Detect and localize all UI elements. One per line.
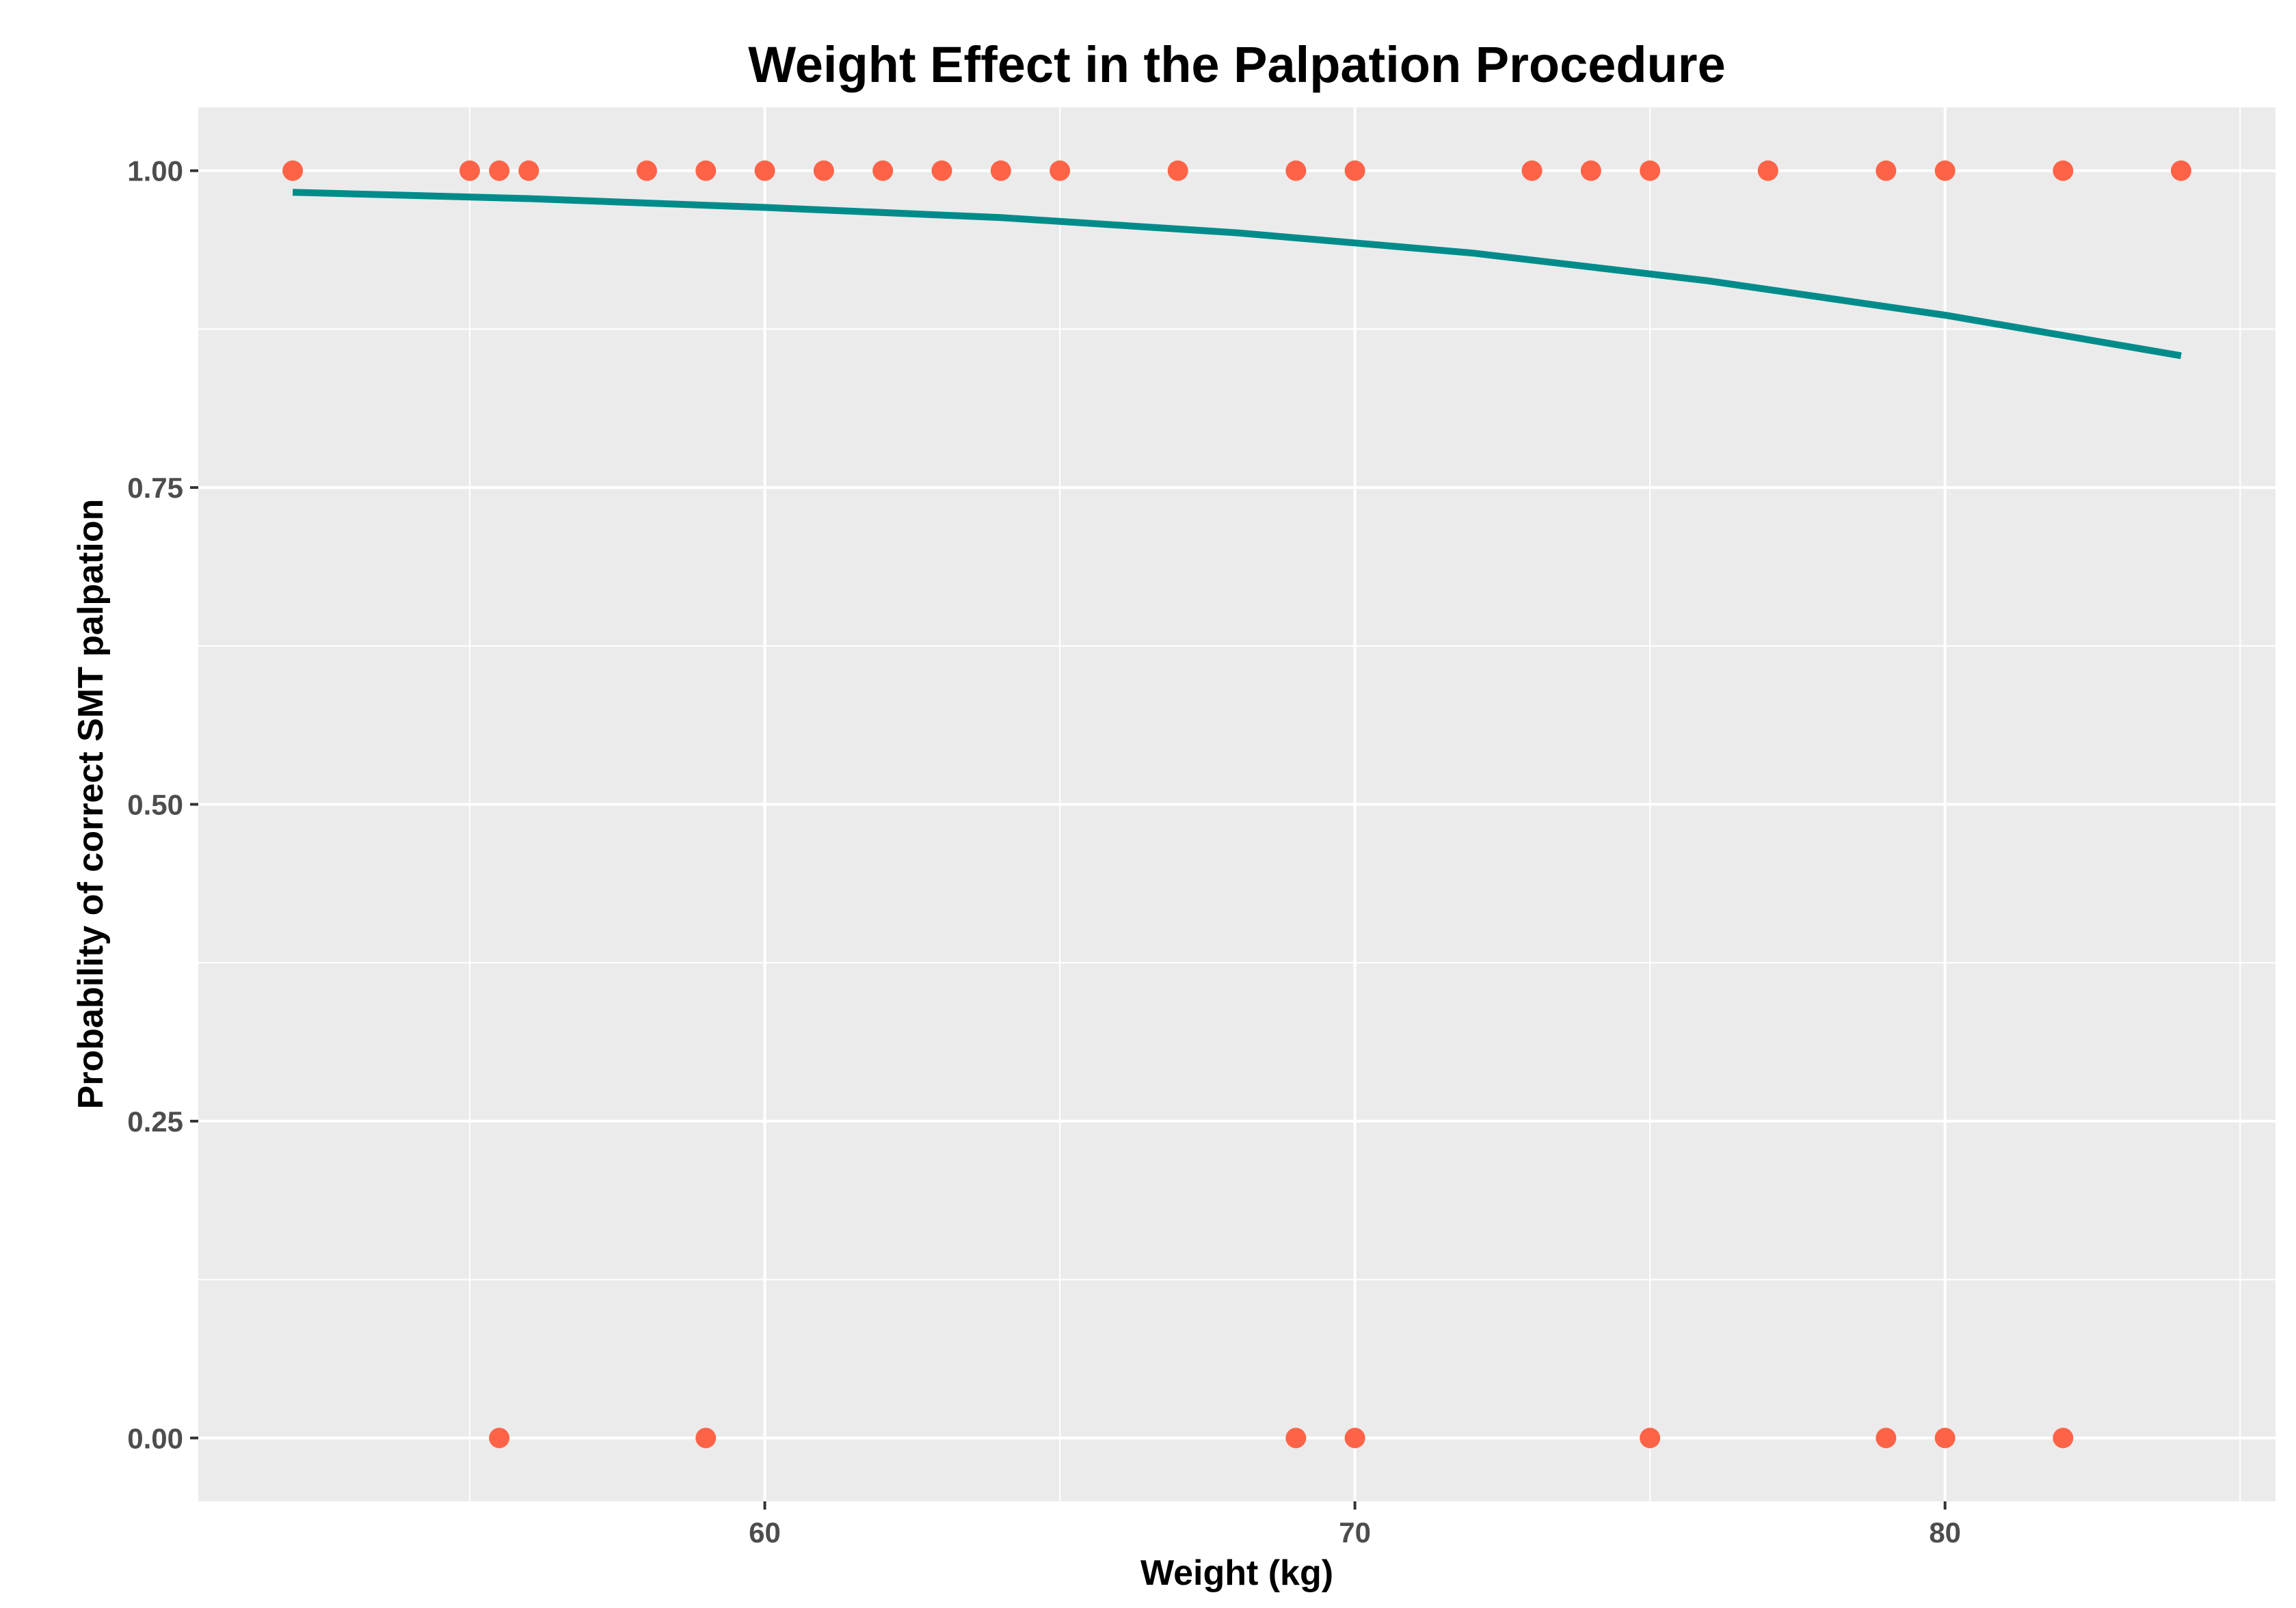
data-point	[872, 160, 894, 181]
data-point	[931, 160, 952, 181]
data-point	[1050, 160, 1071, 181]
y-tick-label: 1.00	[127, 155, 183, 187]
y-tick-label: 0.50	[127, 789, 183, 821]
fit-line	[292, 189, 2182, 360]
y-axis-title: Probability of correct SMT palpation	[71, 499, 111, 1110]
data-point	[489, 1428, 510, 1449]
data-point	[1344, 1428, 1365, 1449]
data-point	[518, 160, 539, 181]
x-tick-label: 80	[1929, 1516, 1961, 1549]
data-point	[1580, 160, 1601, 181]
data-point	[1875, 160, 1897, 181]
data-point	[1285, 160, 1307, 181]
data-point	[459, 160, 481, 181]
data-point	[1640, 1428, 1661, 1449]
data-point	[1640, 160, 1661, 181]
data-point	[990, 160, 1011, 181]
data-point	[2170, 160, 2191, 181]
data-point	[695, 160, 717, 181]
data-point	[489, 160, 510, 181]
data-point	[2053, 160, 2074, 181]
major-gridlines	[198, 107, 2275, 1501]
data-point	[1934, 160, 1955, 181]
x-tick-label: 70	[1339, 1516, 1371, 1549]
data-point	[1344, 160, 1365, 181]
x-tick-label: 60	[749, 1516, 781, 1549]
data-point	[1875, 1428, 1897, 1449]
y-tick-label: 0.25	[127, 1106, 183, 1138]
data-point	[1757, 160, 1778, 181]
data-point	[2053, 1428, 2074, 1449]
axis-ticks	[190, 169, 1947, 1510]
data-point	[1167, 160, 1188, 181]
x-axis-title: Weight (kg)	[1140, 1553, 1333, 1593]
data-point	[1521, 160, 1543, 181]
chart-title: Weight Effect in the Palpation Procedure	[748, 36, 1726, 93]
fit-line-layer	[292, 189, 2182, 360]
data-point	[1285, 1428, 1307, 1449]
x-tick-labels: 60 70 80	[749, 1516, 1961, 1549]
data-point	[282, 160, 304, 181]
data-points-layer	[282, 160, 2191, 1449]
y-tick-label: 0.75	[127, 472, 183, 504]
y-tick-label: 0.00	[127, 1422, 183, 1454]
y-tick-labels: 0.00 0.25 0.50 0.75 1.00	[127, 155, 183, 1455]
data-point	[754, 160, 775, 181]
data-point	[636, 160, 657, 181]
data-point	[1934, 1428, 1955, 1449]
data-point	[695, 1428, 717, 1449]
data-point	[813, 160, 834, 181]
